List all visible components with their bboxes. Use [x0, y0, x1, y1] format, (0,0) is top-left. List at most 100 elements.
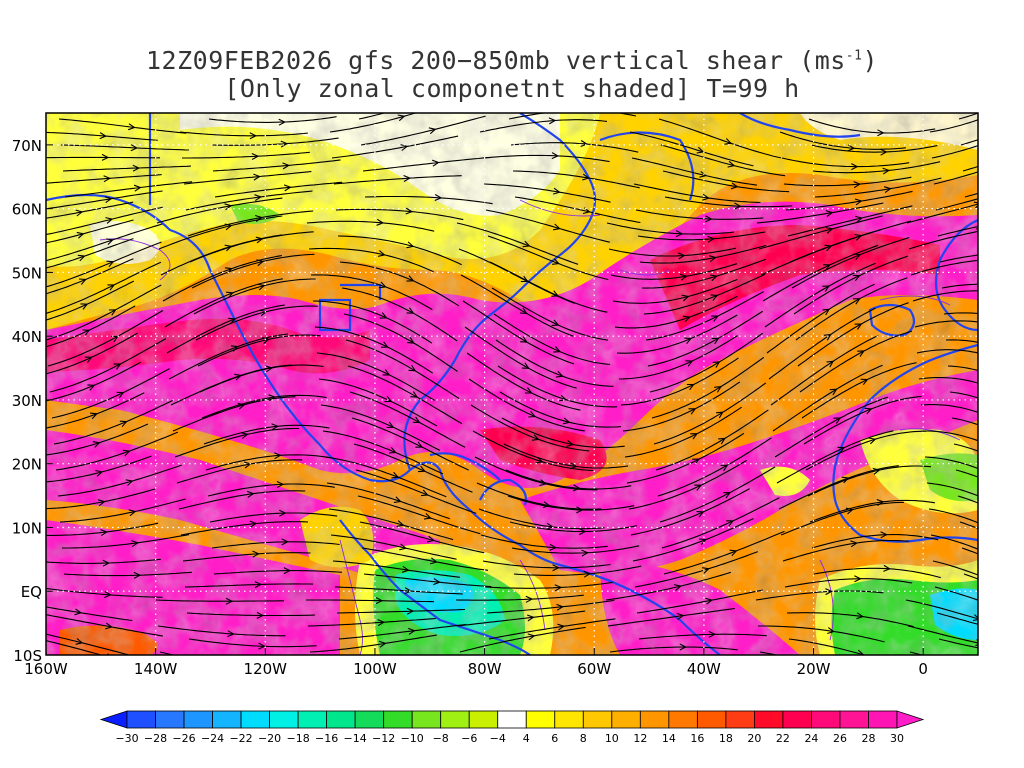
colorbar-label: −10: [401, 732, 424, 745]
streamline-arrowhead: [852, 298, 861, 305]
streamline-arrowhead: [75, 209, 84, 217]
streamline: [343, 313, 458, 372]
colorbar-box: [411, 710, 442, 729]
streamline-arrowhead: [551, 290, 560, 297]
streamline-arrowhead: [230, 345, 239, 352]
colorbar-label: −18: [287, 732, 310, 745]
streamline-arrowhead: [991, 472, 998, 477]
streamline-arrowhead: [92, 441, 101, 448]
streamline: [938, 638, 978, 649]
streamline-arrowhead: [825, 588, 833, 596]
streamline-arrowhead: [677, 252, 686, 260]
streamline: [809, 499, 935, 523]
streamline: [466, 352, 581, 411]
streamline-arrowhead: [576, 506, 584, 514]
streamline: [185, 190, 313, 211]
streamline-arrowhead: [724, 138, 733, 145]
streamline: [170, 364, 292, 406]
streamline: [916, 349, 978, 354]
streamline: [937, 225, 978, 237]
streamline: [53, 399, 174, 445]
streamline-arrowhead: [224, 267, 233, 274]
streamline: [338, 623, 467, 640]
streamline-arrowhead: [254, 194, 263, 202]
streamline-arrowhead: [415, 441, 424, 448]
streamline: [647, 310, 764, 367]
streamline: [46, 640, 103, 655]
streamline-arrowhead: [982, 288, 988, 294]
streamline: [605, 571, 731, 601]
streamline: [758, 625, 885, 643]
streamline-arrowhead: [851, 163, 859, 171]
streamline-arrowhead: [397, 114, 406, 122]
streamline-arrowhead: [522, 240, 531, 248]
streamline: [912, 290, 978, 302]
streamline-arrowhead: [116, 391, 125, 399]
streamline-arrowhead: [1017, 468, 1024, 474]
streamline-arrowhead: [259, 309, 268, 317]
streamline-arrowhead: [880, 148, 888, 156]
streamline: [46, 614, 163, 637]
streamline-arrowhead: [399, 543, 407, 551]
streamline-arrowhead: [535, 456, 544, 464]
colorbar: −30 −28 −26 −24 −22 −20 −18 −16 −14 −12 −10 −8 −6 −4 4…: [99, 710, 925, 745]
streamline: [799, 330, 913, 393]
streamline-arrowhead: [673, 584, 682, 591]
streamline: [807, 465, 932, 497]
colorbar-label: 16: [690, 732, 704, 745]
streamline: [46, 587, 163, 598]
streamline: [46, 190, 163, 210]
colorbar-box: [212, 710, 242, 729]
x-tick-label: 100W: [353, 660, 397, 678]
streamline: [46, 305, 136, 348]
streamline: [57, 464, 183, 497]
colorbar-box: [725, 710, 755, 729]
streamline: [46, 201, 134, 219]
streamline: [484, 581, 613, 589]
streamline: [186, 612, 315, 617]
streamline: [514, 196, 641, 224]
streamline-arrowhead: [581, 549, 589, 557]
streamline-arrowhead: [854, 575, 862, 583]
streamline: [935, 198, 978, 211]
streamline-arrowhead: [837, 446, 846, 454]
colorbar-label: 30: [890, 732, 904, 745]
streamline: [664, 196, 793, 208]
streamline: [157, 625, 286, 637]
streamline-arrowhead: [133, 184, 142, 192]
streamline-arrowhead: [278, 118, 287, 126]
colorbar-label: −28: [144, 732, 167, 745]
streamline-arrowhead: [519, 307, 528, 315]
streamline: [487, 235, 609, 281]
streamline-arrowhead: [702, 193, 710, 201]
streamline: [907, 625, 978, 644]
streamline-arrowhead: [378, 281, 387, 289]
streamline: [314, 326, 433, 374]
streamline: [361, 547, 489, 571]
streamline-arrowhead: [391, 471, 400, 479]
streamline-arrowhead: [826, 360, 835, 368]
streamline: [46, 361, 141, 402]
streamline-arrowhead: [880, 531, 888, 539]
streamline: [197, 334, 321, 367]
streamline-arrowhead: [578, 528, 587, 536]
streamline: [651, 356, 765, 419]
streamline-arrowhead: [841, 476, 850, 484]
streamline: [486, 599, 615, 614]
streamline: [630, 488, 750, 536]
streamline: [628, 459, 747, 510]
streamline: [808, 118, 936, 134]
streamline: [195, 305, 318, 341]
streamline-arrowhead: [583, 570, 592, 578]
streamline: [513, 565, 642, 576]
streamline-arrowhead: [406, 241, 415, 249]
streamline-arrowhead: [708, 255, 717, 263]
streamline-arrowhead: [378, 640, 387, 648]
streamline: [507, 495, 635, 511]
streamline: [306, 599, 435, 603]
streamline: [934, 586, 978, 601]
streamline: [309, 634, 437, 653]
streamline-arrowhead: [234, 373, 243, 381]
streamline-arrowhead: [688, 408, 697, 415]
streamline-arrowhead: [684, 337, 693, 344]
